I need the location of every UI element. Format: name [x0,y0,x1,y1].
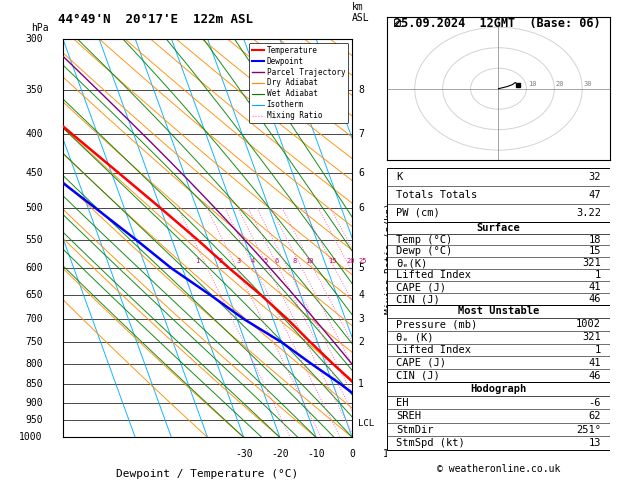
Text: Mixing Ratio (g/kg): Mixing Ratio (g/kg) [385,202,395,314]
Text: 500: 500 [25,203,43,213]
Text: 850: 850 [25,379,43,389]
Text: Dewp (°C): Dewp (°C) [396,246,452,257]
Text: -20: -20 [271,450,289,459]
Text: -6: -6 [589,398,601,408]
Text: 3.22: 3.22 [576,208,601,218]
Legend: Temperature, Dewpoint, Parcel Trajectory, Dry Adiabat, Wet Adiabat, Isotherm, Mi: Temperature, Dewpoint, Parcel Trajectory… [249,43,348,123]
Text: 18: 18 [589,235,601,244]
Text: 4: 4 [251,258,255,263]
Text: 251°: 251° [576,425,601,434]
Text: Lifted Index: Lifted Index [396,270,470,280]
Text: EH: EH [396,398,408,408]
Text: 4: 4 [358,290,364,300]
Text: 41: 41 [589,282,601,292]
Text: 900: 900 [25,398,43,408]
Text: 44°49'N  20°17'E  122m ASL: 44°49'N 20°17'E 122m ASL [58,13,253,26]
Text: Dewpoint / Temperature (°C): Dewpoint / Temperature (°C) [116,469,299,479]
Text: 2: 2 [218,258,223,263]
Text: LCL: LCL [358,419,374,428]
Text: 13: 13 [589,438,601,448]
Text: 2: 2 [358,337,364,347]
Text: CIN (J): CIN (J) [396,371,440,381]
Text: Most Unstable: Most Unstable [458,307,539,316]
Text: 5: 5 [358,263,364,273]
Text: 700: 700 [25,314,43,324]
Text: 30: 30 [584,81,592,87]
Text: 300: 300 [25,34,43,44]
Text: StmDir: StmDir [396,425,433,434]
Text: Pressure (mb): Pressure (mb) [396,319,477,330]
Text: 321: 321 [582,332,601,342]
Text: 15: 15 [328,258,337,263]
Text: 1002: 1002 [576,319,601,330]
Text: 20: 20 [555,81,564,87]
Text: 1000: 1000 [19,433,43,442]
Text: 650: 650 [25,290,43,300]
Text: hPa: hPa [31,23,48,33]
Text: 3: 3 [237,258,240,263]
Text: 41: 41 [589,358,601,368]
Text: SREH: SREH [396,411,421,421]
Text: 32: 32 [589,172,601,182]
Text: 1: 1 [595,270,601,280]
Text: 10: 10 [528,81,537,87]
Text: 46: 46 [589,294,601,304]
Text: 750: 750 [25,337,43,347]
Text: 0: 0 [349,450,355,459]
Text: Totals Totals: Totals Totals [396,190,477,200]
Text: Surface: Surface [477,223,520,233]
Text: -10: -10 [307,450,325,459]
Text: 40: 40 [491,450,503,459]
Text: θₑ(K): θₑ(K) [396,259,427,268]
Text: 10: 10 [304,258,313,263]
Text: CIN (J): CIN (J) [396,294,440,304]
Text: Lifted Index: Lifted Index [396,345,470,355]
Text: 800: 800 [25,359,43,368]
Text: 20: 20 [419,450,430,459]
Text: K: K [396,172,402,182]
Text: 20: 20 [347,258,355,263]
Text: 8: 8 [292,258,297,263]
Text: 7: 7 [358,129,364,139]
Text: 62: 62 [589,411,601,421]
Text: StmSpd (kt): StmSpd (kt) [396,438,465,448]
Text: -30: -30 [235,450,253,459]
Text: PW (cm): PW (cm) [396,208,440,218]
Text: 350: 350 [25,85,43,95]
Text: 10: 10 [382,450,394,459]
Text: 950: 950 [25,416,43,425]
Text: © weatheronline.co.uk: © weatheronline.co.uk [437,464,560,473]
Text: θₑ (K): θₑ (K) [396,332,433,342]
Text: CAPE (J): CAPE (J) [396,282,446,292]
Text: 1: 1 [358,379,364,389]
Text: 5: 5 [264,258,268,263]
Text: 3: 3 [358,314,364,324]
Text: 600: 600 [25,263,43,273]
Text: 8: 8 [358,85,364,95]
Text: 25: 25 [359,258,367,263]
Text: 47: 47 [589,190,601,200]
Text: 6: 6 [358,203,364,213]
Text: CAPE (J): CAPE (J) [396,358,446,368]
Text: Hodograph: Hodograph [470,384,526,394]
Text: 400: 400 [25,129,43,139]
Text: 1: 1 [595,345,601,355]
Text: Temp (°C): Temp (°C) [396,235,452,244]
Text: 550: 550 [25,235,43,244]
Text: 46: 46 [589,371,601,381]
Text: 321: 321 [582,259,601,268]
Text: 15: 15 [589,246,601,257]
Text: 6: 6 [274,258,279,263]
Text: kt: kt [392,19,404,29]
Text: 450: 450 [25,168,43,178]
Text: 1: 1 [195,258,199,263]
Text: 30: 30 [455,450,467,459]
Text: km
ASL: km ASL [352,2,370,23]
Text: 25.09.2024  12GMT  (Base: 06): 25.09.2024 12GMT (Base: 06) [394,17,600,30]
Text: 6: 6 [358,168,364,178]
